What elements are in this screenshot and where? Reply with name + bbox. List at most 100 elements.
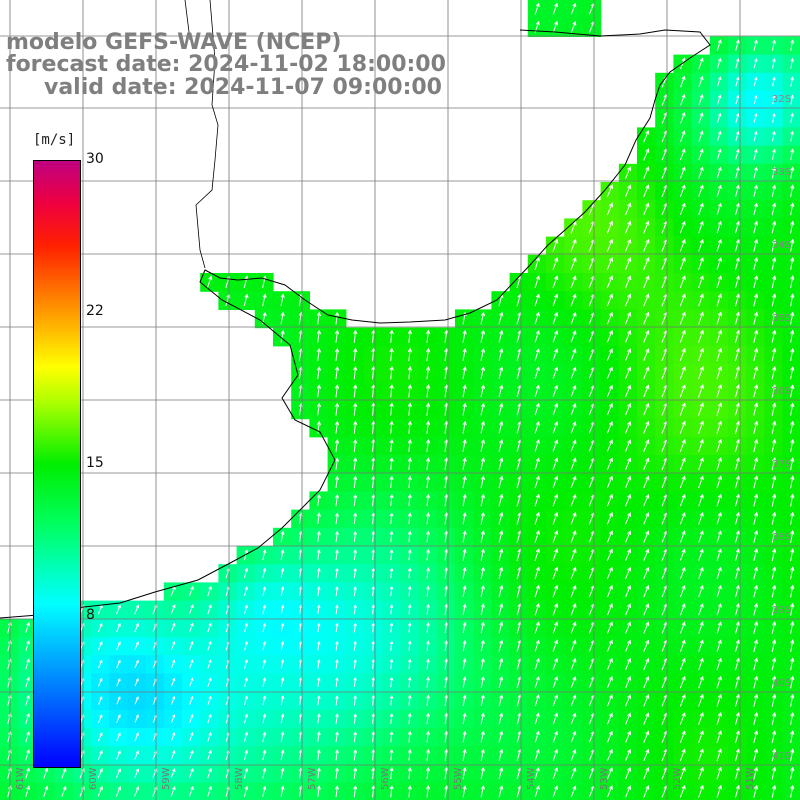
wind-arrow (570, 238, 577, 252)
wind-arrow (371, 530, 376, 543)
wind-arrow (772, 76, 776, 87)
wind-arrow (480, 366, 486, 380)
wind-arrow (735, 76, 740, 87)
wind-arrow (790, 730, 795, 744)
wind-arrow (371, 622, 376, 633)
wind-arrow (679, 603, 686, 616)
wind-arrow (734, 730, 741, 744)
wind-arrow (534, 311, 540, 325)
wind-arrow (407, 512, 412, 525)
wind-arrow (698, 130, 704, 142)
wind-arrow (570, 402, 577, 416)
wind-arrow (679, 548, 686, 561)
longitude-label: 55W (453, 767, 464, 790)
wind-arrow (462, 585, 467, 597)
wind-arrow (790, 420, 795, 434)
wind-arrow (552, 421, 559, 434)
wind-arrow (353, 731, 358, 743)
wind-arrows (7, 2, 795, 798)
wind-arrow (425, 784, 431, 798)
wind-arrow (679, 439, 686, 452)
wind-arrow (735, 621, 740, 634)
wind-arrow (353, 475, 358, 489)
wind-arrow (643, 639, 650, 652)
wind-arrow (679, 530, 686, 543)
wind-arrow (444, 512, 449, 525)
wind-arrow (753, 730, 759, 744)
wind-arrow (790, 529, 795, 543)
wind-arrow (534, 530, 540, 543)
wind-arrow (407, 622, 412, 633)
wind-arrow (771, 621, 777, 634)
wind-arrow (716, 512, 722, 525)
wind-arrow (716, 112, 722, 124)
wind-arrow (679, 275, 686, 289)
wind-arrow (534, 348, 540, 361)
wind-arrow (498, 311, 504, 325)
wind-arrow (334, 329, 340, 343)
latitude-label: 35S (772, 313, 792, 324)
wind-arrow (316, 311, 322, 325)
wind-arrow (462, 748, 467, 761)
wind-arrow (698, 657, 704, 671)
wind-arrow (316, 493, 321, 507)
wind-arrow (316, 767, 321, 779)
wind-arrow (207, 604, 212, 615)
wind-arrow (734, 766, 741, 780)
wind-arrow (734, 402, 741, 416)
wind-arrow (407, 329, 413, 343)
wind-arrow (735, 566, 740, 580)
wind-arrow (444, 694, 449, 706)
wind-arrow (790, 475, 795, 489)
wind-arrow (790, 293, 795, 307)
wind-arrow (698, 784, 704, 798)
wind-arrow (534, 439, 540, 452)
wind-arrow (498, 785, 504, 798)
wind-arrow (462, 658, 467, 670)
wind-arrow (716, 329, 723, 343)
wind-arrow (771, 675, 777, 689)
wind-arrow (698, 293, 704, 307)
wind-arrow (534, 366, 540, 379)
wind-arrow (643, 585, 650, 598)
wind-arrow (643, 366, 650, 380)
wind-arrow (643, 512, 650, 525)
wind-arrow (170, 768, 176, 779)
latitude-label: 41S (772, 751, 792, 762)
wind-arrow (570, 676, 577, 689)
wind-arrow (624, 275, 632, 289)
wind-arrow (643, 694, 650, 707)
wind-arrow (426, 548, 430, 561)
wind-arrow (462, 347, 467, 361)
wind-arrow (570, 566, 577, 580)
wind-arrow (698, 366, 704, 380)
wind-arrow (552, 330, 559, 343)
wind-arrow (679, 166, 686, 179)
wind-arrow (389, 420, 394, 434)
wind-arrow (534, 2, 540, 15)
wind-arrow (462, 694, 467, 707)
wind-arrow (625, 603, 632, 616)
wind-arrow (444, 784, 449, 798)
wind-arrow (606, 421, 613, 434)
wind-arrow (25, 785, 31, 798)
wind-arrow (771, 784, 777, 798)
wind-arrow (498, 584, 504, 598)
wind-arrow (98, 677, 103, 687)
wind-arrow (170, 732, 176, 742)
wind-arrow (480, 621, 485, 634)
wind-arrow (679, 202, 686, 216)
wind-arrow (698, 639, 704, 652)
wind-arrow (498, 676, 504, 689)
colorbar (33, 160, 81, 768)
wind-arrow (426, 676, 430, 688)
wind-arrow (753, 548, 759, 562)
wind-arrow (316, 329, 322, 343)
wind-arrow (716, 584, 722, 598)
wind-arrow (734, 347, 741, 362)
wind-arrow (334, 475, 340, 489)
wind-arrow (334, 457, 340, 470)
wind-arrow (335, 585, 339, 597)
wind-arrow (734, 257, 741, 270)
wind-arrow (679, 730, 686, 744)
